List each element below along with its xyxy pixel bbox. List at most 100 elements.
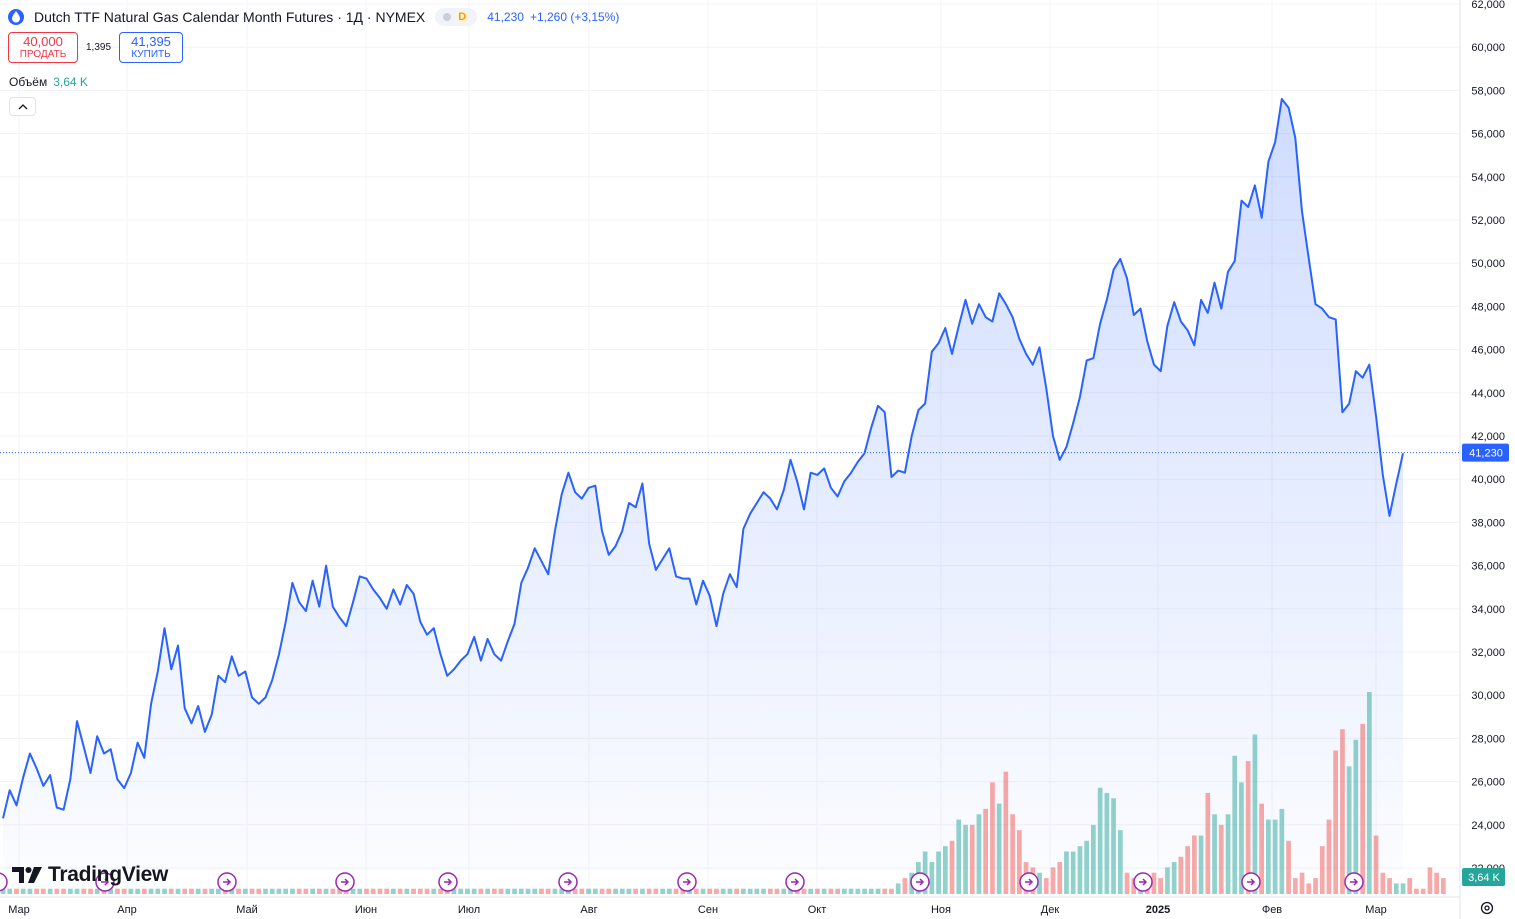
volume-bar	[855, 888, 861, 894]
volume-bar	[1239, 782, 1244, 894]
volume-bar	[667, 888, 672, 894]
volume-bar	[0, 888, 6, 894]
volume-bar	[983, 808, 988, 894]
volume-bar	[438, 888, 443, 894]
tradingview-logo[interactable]: TradingView	[12, 863, 168, 887]
event-marker-icon[interactable]	[1019, 872, 1039, 892]
buy-button[interactable]: 41,395 КУПИТЬ	[119, 32, 184, 63]
volume-bar	[996, 803, 1002, 894]
volume-bar	[1434, 872, 1439, 894]
volume-bar	[949, 840, 955, 894]
volume-bar	[357, 888, 363, 894]
volume-bar	[902, 878, 908, 894]
event-marker-icon[interactable]	[677, 872, 697, 892]
arrow-right-icon	[683, 878, 692, 886]
event-marker-icon[interactable]	[335, 872, 355, 892]
volume-bar	[741, 888, 746, 894]
volume-bar	[781, 888, 787, 894]
volume-bar	[1373, 835, 1379, 894]
sell-button[interactable]: 40,000 ПРОДАТЬ	[8, 32, 78, 63]
volume-bar	[720, 888, 726, 894]
arrow-right-icon	[791, 878, 800, 886]
price-line[interactable]	[2, 98, 1404, 819]
volume-bar	[1299, 872, 1305, 894]
volume-bar	[633, 888, 638, 894]
volume-bar	[1050, 867, 1056, 894]
volume-bar	[1070, 851, 1076, 894]
volume-bar	[135, 888, 140, 894]
y-tick-label: 46,000	[1471, 345, 1505, 357]
volume-bar	[815, 888, 820, 894]
volume-bar	[889, 888, 894, 894]
volume-bar	[142, 888, 147, 894]
volume-bar	[1017, 830, 1022, 894]
volume-bar	[1218, 824, 1224, 894]
volume-bar	[14, 888, 19, 894]
event-marker-icon[interactable]	[217, 872, 237, 892]
event-marker-icon[interactable]	[438, 872, 458, 892]
volume-bar	[364, 888, 369, 894]
volume-bar	[619, 888, 625, 894]
arrow-right-icon	[1139, 878, 1148, 886]
volume-bar	[821, 888, 827, 894]
volume-bar	[640, 888, 645, 894]
symbol-drop-icon	[8, 9, 24, 25]
market-status-pill[interactable]: D	[435, 8, 478, 26]
volume-bar	[700, 888, 706, 894]
y-tick-label: 38,000	[1471, 517, 1505, 529]
volume-bar	[1387, 878, 1392, 894]
volume-bar	[848, 888, 854, 894]
volume-bar	[7, 888, 13, 894]
volume-bar	[1003, 771, 1009, 894]
volume-bar	[532, 888, 538, 894]
volume-bar	[754, 888, 760, 894]
volume-bar	[216, 888, 221, 894]
delay-badge: D	[455, 10, 470, 24]
last-price-tag	[1462, 443, 1509, 462]
volume-bar	[868, 888, 874, 894]
event-marker-icon[interactable]	[1133, 872, 1153, 892]
volume-bar	[168, 888, 174, 894]
event-marker-icon[interactable]	[785, 872, 805, 892]
volume-bar	[310, 888, 315, 894]
volume-bar	[249, 888, 255, 894]
volume-bar	[54, 888, 60, 894]
volume-bar	[128, 888, 134, 894]
volume-bar	[1393, 883, 1399, 894]
volume-bar	[384, 888, 389, 894]
volume-bar	[290, 888, 295, 894]
volume-bar	[337, 888, 342, 894]
volume-bar	[518, 888, 524, 894]
volume-bar	[148, 888, 154, 894]
volume-bar	[485, 888, 490, 894]
event-marker-icon[interactable]	[95, 872, 115, 892]
buy-price: 41,395	[131, 33, 171, 49]
event-marker-icon[interactable]	[558, 872, 578, 892]
event-marker-icon[interactable]	[0, 872, 8, 892]
collapse-legend-button[interactable]	[9, 97, 36, 116]
volume-bar	[1427, 867, 1433, 894]
volume-bar	[1353, 739, 1359, 894]
volume-bar	[391, 888, 396, 894]
volume-bar	[1010, 814, 1015, 894]
symbol-title[interactable]: Dutch TTF Natural Gas Calendar Month Fut…	[34, 9, 426, 25]
volume-bar	[862, 888, 867, 894]
event-marker-icon[interactable]	[910, 872, 930, 892]
volume-bar	[1293, 878, 1298, 894]
volume-bar	[229, 888, 235, 894]
x-tick-label: Мар	[8, 904, 30, 916]
volume-bar	[1198, 835, 1204, 894]
volume-bar	[269, 888, 275, 894]
settings-gear-icon[interactable]	[1480, 901, 1494, 915]
volume-bar	[1319, 846, 1325, 894]
x-tick-label: Июл	[458, 904, 480, 916]
event-marker-icon[interactable]	[1241, 872, 1261, 892]
sell-price: 40,000	[23, 33, 63, 49]
volume-bar	[1313, 878, 1318, 894]
volume-legend[interactable]: Объём 3,64 K	[9, 75, 88, 89]
volume-bar	[606, 888, 612, 894]
volume-bar	[976, 814, 982, 894]
spread-value: 1,395	[86, 42, 112, 53]
event-marker-icon[interactable]	[1344, 872, 1364, 892]
